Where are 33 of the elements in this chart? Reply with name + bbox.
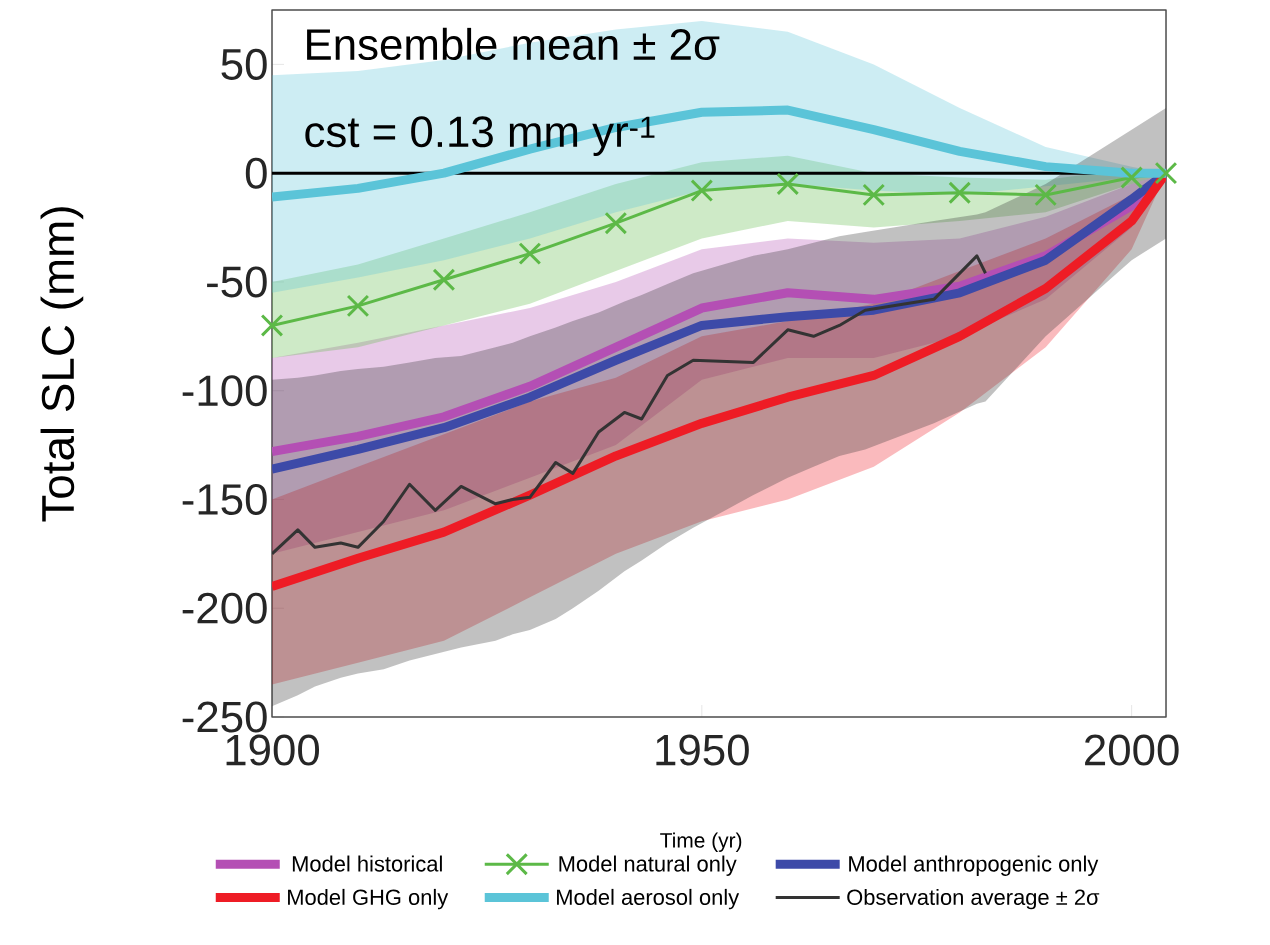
point — [862, 183, 886, 207]
legend-label: Model anthropogenic only — [849, 855, 1099, 876]
point — [260, 314, 284, 337]
point — [948, 181, 972, 205]
point — [518, 242, 542, 266]
point — [776, 172, 800, 196]
point — [432, 268, 456, 292]
legend-label: Observation average ± 2σ — [847, 888, 1100, 910]
y-tick-label: -150 — [182, 483, 267, 515]
line-series — [272, 254, 987, 556]
legend-label: Model natural only — [559, 855, 737, 876]
point — [346, 294, 370, 318]
annotation: cst = 0.13 mm yr$^{-1}$ — [305, 116, 655, 156]
y-tick-label: -50 — [207, 266, 267, 298]
y-tick-label: -250 — [182, 701, 267, 733]
y-tick-label: 0 — [245, 157, 267, 189]
y-tick-label: 50 — [221, 48, 267, 80]
y-tick-label: -100 — [182, 375, 267, 407]
point — [604, 211, 628, 235]
legend-label: Model historical — [292, 855, 442, 872]
y-tick-label: -200 — [182, 592, 267, 624]
x-tick-label: 1900 — [226, 734, 320, 766]
legend-label: Model GHG only — [288, 888, 449, 910]
point — [1154, 161, 1178, 185]
point — [1034, 183, 1058, 207]
y-axis-title: Total SLC (mm) — [40, 207, 84, 522]
x-tick-label: 2000 — [1085, 734, 1179, 766]
point — [1120, 166, 1144, 189]
annotation: Ensemble mean ± 2σ — [307, 27, 720, 61]
x-axis-title: Time (yr) — [660, 832, 742, 852]
x-tick-label: 1950 — [656, 734, 749, 766]
legend-label: Model aerosol only — [557, 888, 740, 910]
point — [690, 179, 714, 202]
